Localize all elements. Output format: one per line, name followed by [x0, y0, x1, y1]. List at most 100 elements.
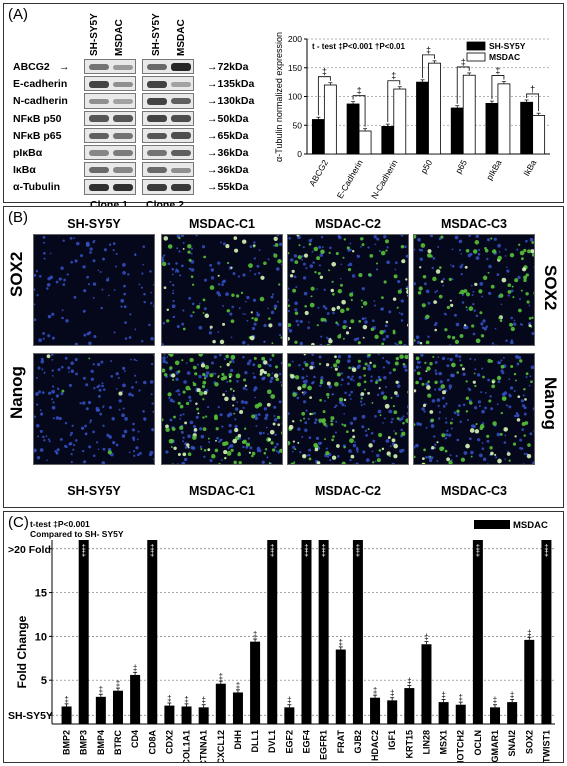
significance-mark: ‡ — [544, 543, 548, 552]
significance-mark: ‡ — [184, 695, 188, 704]
significance-mark: ‡ — [64, 695, 68, 704]
bar — [198, 707, 209, 724]
y-axis-label: α-Tubulin normalized expression — [274, 32, 284, 162]
protein-band — [113, 81, 133, 87]
blot-strip — [84, 76, 136, 92]
bar — [112, 690, 123, 724]
bar — [520, 101, 534, 155]
protein-label: IκBα — [13, 164, 36, 177]
bar — [335, 649, 346, 724]
x-tick-label: HDAC2 — [370, 730, 380, 761]
x-tick-label: EGF2 — [284, 730, 294, 754]
column-label-top: SH-SY5Y — [67, 217, 121, 231]
blot-strip — [142, 127, 194, 143]
legend-label: MSDAC — [513, 520, 548, 531]
cell-dots — [414, 354, 534, 464]
protein-band — [113, 167, 133, 173]
significance-mark: ‡ — [321, 543, 325, 552]
significance-mark: ‡ — [321, 549, 325, 558]
x-tick-label: ABCG2 — [307, 158, 330, 188]
row-label-right: Nanog — [541, 377, 560, 430]
x-tick-label: FRAT — [336, 729, 346, 753]
protein-band — [171, 98, 191, 105]
significance-mark: ‡ — [304, 549, 308, 558]
x-tick-label: DLL1 — [250, 730, 260, 753]
significance-mark: ‡ — [81, 543, 85, 552]
x-tick-label: N-Cadherin — [369, 158, 400, 201]
significance-mark: ‡ — [426, 45, 431, 55]
bar — [284, 707, 295, 724]
x-tick-label: GJB2 — [353, 730, 363, 754]
bar — [404, 688, 415, 724]
bar — [416, 81, 429, 155]
kda-label: →55kDa — [207, 181, 249, 194]
kda-label: →65kDa — [207, 129, 249, 142]
legend-swatch — [474, 520, 510, 529]
significance-mark: ‡ — [510, 690, 514, 699]
row-label-left: Nanog — [7, 366, 26, 419]
panel-a-label: (A) — [8, 6, 28, 23]
kda-label: →36kDa — [207, 164, 249, 177]
x-tick-label: p50 — [418, 158, 434, 176]
x-tick-label: BTRC — [113, 730, 123, 755]
significance-mark: ‡ — [167, 694, 171, 703]
bar — [323, 84, 337, 155]
bar — [250, 641, 261, 724]
bar — [147, 540, 158, 724]
protein-band — [147, 167, 167, 174]
microscopy-image — [161, 234, 283, 346]
significance-mark: ‡ — [150, 549, 154, 558]
x-tick-label: NOTCH2 — [456, 730, 466, 762]
panel-b: (B) SH-SY5Y MSDAC-C1 MSDAC-C2 MSDAC-C3 SH-SY… — [3, 206, 564, 508]
protein-label: ABCG2 — [13, 61, 50, 73]
significance-bracket — [387, 80, 401, 123]
bar — [421, 644, 432, 724]
bar — [301, 540, 312, 724]
x-tick-label: DHH — [233, 730, 243, 750]
bar — [95, 696, 106, 724]
protein-band — [89, 167, 109, 174]
blot-strip — [142, 93, 194, 109]
panel-c-label: (C) — [8, 514, 29, 531]
bar — [381, 126, 395, 155]
panel-a: (A) SH-SY5Y MSDAC SH-SY5Y MSDAC ABCG2 →72kDa →… — [3, 3, 564, 211]
protein-label: E-cadherin — [13, 78, 68, 91]
significance-mark: ‡ — [81, 549, 85, 558]
x-tick-label: IGF1 — [387, 730, 397, 750]
significance-mark: ‡ — [391, 71, 396, 81]
panel-c: (C) SH-SY5Y 5 10 15 >20 Fold Fold Change t-tes… — [3, 511, 564, 763]
x-tick-label: EGFR1 — [319, 730, 329, 760]
y-tick-label: 100 — [288, 92, 302, 102]
row-label-left: SOX2 — [7, 251, 26, 297]
bar — [318, 540, 329, 724]
microscopy-image — [33, 234, 155, 346]
protein-band — [171, 132, 191, 140]
y-tick-label: 5 — [41, 675, 47, 687]
cell-dots — [288, 235, 408, 345]
bar — [215, 683, 226, 724]
column-label-top: MSDAC-C2 — [315, 217, 381, 231]
kda-label: →50kDa — [207, 112, 249, 125]
significance-bracket — [317, 76, 331, 116]
bar — [358, 130, 372, 155]
x-tick-label: BMP3 — [79, 730, 89, 755]
significance-mark: ‡ — [236, 681, 240, 690]
bar — [438, 702, 449, 724]
protein-band — [89, 115, 109, 122]
x-tick-label: MSX1 — [439, 730, 449, 755]
significance-mark: ‡ — [339, 638, 343, 647]
significance-mark: † — [530, 84, 535, 94]
bar — [346, 103, 360, 155]
column-label-bottom: MSDAC-C2 — [315, 484, 381, 498]
column-label-bottom: MSDAC-C3 — [441, 484, 507, 498]
stats-note: t - test ‡P<0.001 †P<0.01 — [312, 42, 406, 51]
bar — [61, 706, 72, 724]
protein-band — [147, 97, 167, 105]
x-tick-label: BMP4 — [96, 730, 106, 755]
microscopy-image — [287, 353, 409, 465]
y-tick-label: 10 — [35, 631, 47, 643]
protein-band — [113, 115, 133, 122]
microscopy-image — [413, 353, 535, 465]
bar — [490, 707, 501, 724]
significance-mark: ‡ — [373, 686, 377, 695]
